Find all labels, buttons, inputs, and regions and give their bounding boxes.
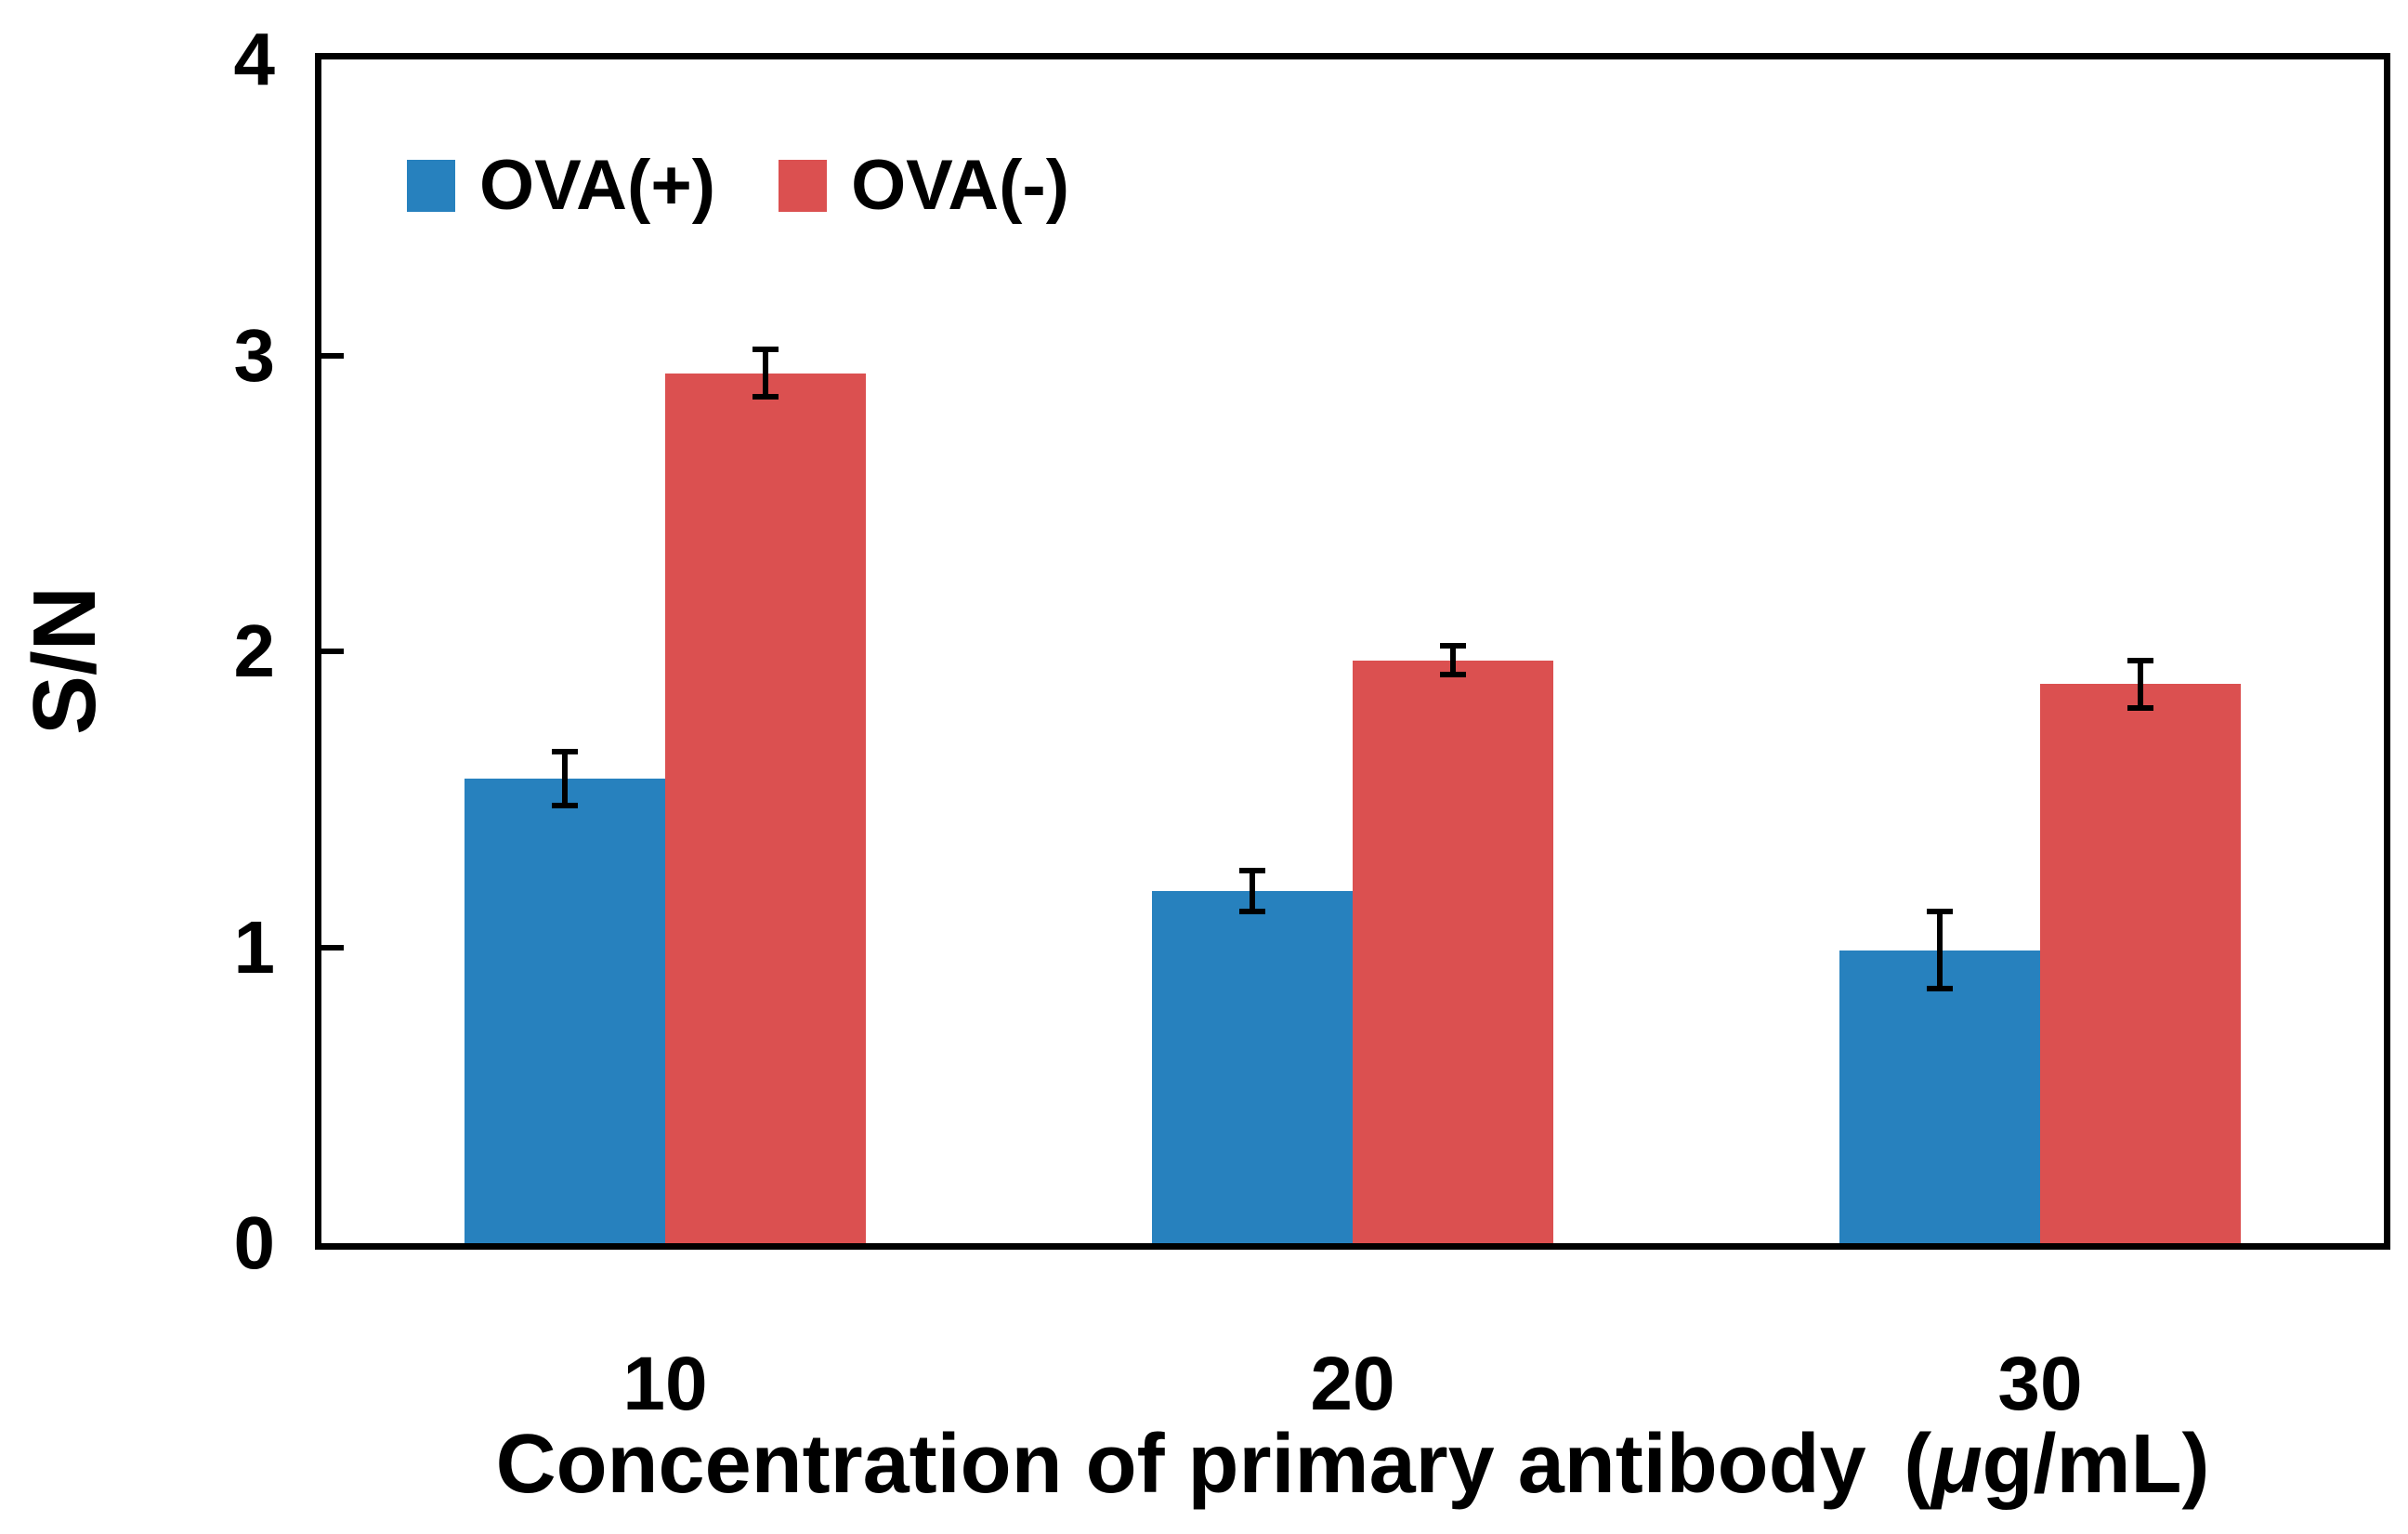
- error-bar-cap-bottom-10-0: [552, 802, 578, 808]
- bar-OVA-20: [1152, 891, 1353, 1243]
- error-bar-cap-top-20-0: [1239, 867, 1265, 873]
- y-tick-mark-3: [321, 352, 344, 359]
- legend-item-ova-minus: OVA(-): [779, 151, 1069, 221]
- error-bar-cap-bottom-30-0: [1927, 986, 1953, 992]
- x-category-label-30: 30: [1997, 1342, 2083, 1426]
- error-bar-cap-bottom-20-0: [1239, 909, 1265, 915]
- error-bar-cap-top-20-1: [1440, 642, 1466, 649]
- y-tick-mark-1: [321, 944, 344, 951]
- error-bar-cap-top-10-1: [752, 347, 779, 353]
- error-bar-line-10-0: [562, 752, 568, 806]
- legend-label-ova-minus: OVA(-): [851, 146, 1070, 225]
- error-bar-cap-top-10-0: [552, 749, 578, 755]
- x-axis-title: Concentration of primary antibody (μg/mL): [321, 1418, 2384, 1511]
- bar-OVA-30: [2040, 684, 2241, 1243]
- y-tick-label-1: 1: [233, 905, 276, 989]
- x-category-label-10: 10: [622, 1342, 708, 1426]
- error-bar-line-20-1: [1450, 645, 1456, 675]
- legend-label-ova-plus: OVA(+): [479, 146, 716, 225]
- x-title-text: Concentration of primary antibody: [495, 1418, 1866, 1511]
- legend: OVA(+) OVA(-): [407, 151, 1069, 221]
- x-title-units: g/mL): [1982, 1418, 2210, 1511]
- legend-item-ova-plus: OVA(+): [407, 151, 715, 221]
- x-title-paren: (: [1904, 1418, 1932, 1511]
- bar-OVA-30: [1839, 950, 2040, 1243]
- plot-area: [321, 59, 2384, 1243]
- y-tick-label-0: 0: [233, 1201, 276, 1284]
- error-bar-cap-bottom-30-1: [2127, 704, 2153, 711]
- x-category-label-20: 20: [1310, 1342, 1395, 1426]
- error-bar-cap-bottom-20-1: [1440, 672, 1466, 678]
- x-title-mu: μ: [1931, 1418, 1983, 1511]
- y-tick-label-3: 3: [233, 313, 276, 397]
- error-bar-cap-top-30-1: [2127, 657, 2153, 663]
- bar-OVA-10: [665, 373, 866, 1243]
- bar-OVA-20: [1353, 660, 1553, 1243]
- legend-swatch-ova-plus: [407, 160, 455, 212]
- error-bar-cap-top-30-0: [1927, 909, 1953, 915]
- error-bar-line-30-0: [1937, 911, 1943, 990]
- y-tick-label-2: 2: [233, 610, 276, 692]
- y-tick-mark-2: [321, 649, 344, 654]
- error-bar-cap-bottom-10-1: [752, 394, 779, 400]
- legend-swatch-ova-minus: [779, 160, 828, 212]
- bar-OVA-10: [465, 778, 665, 1243]
- y-tick-label-4: 4: [233, 18, 276, 100]
- error-bar-line-30-1: [2138, 660, 2143, 708]
- error-bar-line-20-0: [1250, 870, 1255, 912]
- error-bar-line-10-1: [763, 349, 768, 398]
